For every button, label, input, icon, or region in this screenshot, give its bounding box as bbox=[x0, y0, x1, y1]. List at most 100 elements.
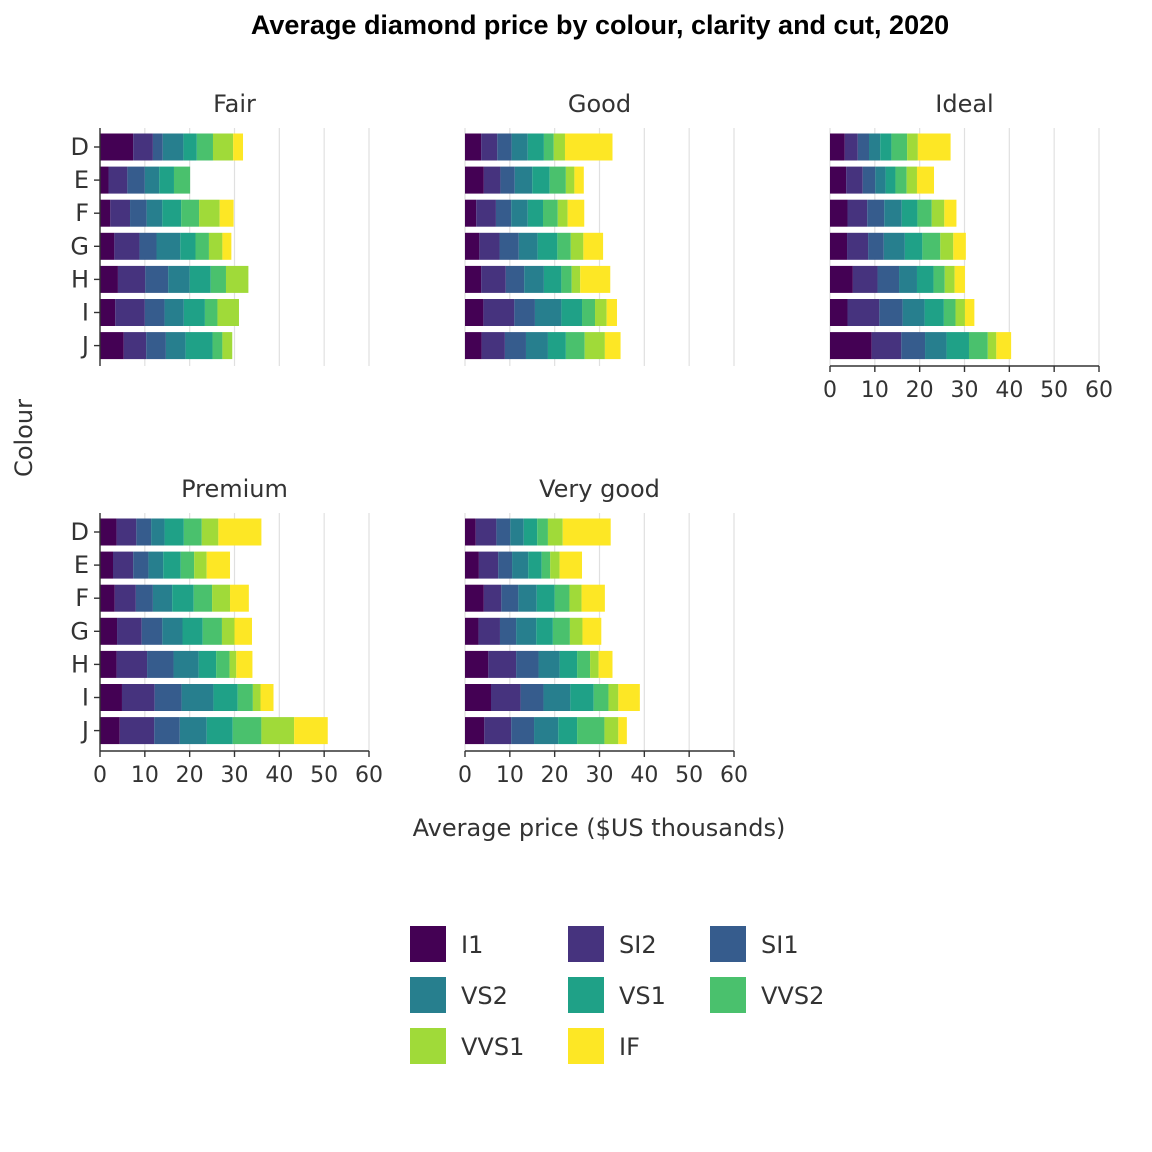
bar-segment-G-VS1 bbox=[182, 617, 203, 645]
bar-segment-I-SI1 bbox=[154, 684, 182, 711]
bar-segment-D-IF bbox=[233, 133, 244, 161]
bar-segment-D-VVS2 bbox=[183, 518, 202, 546]
bar-segment-I-I1 bbox=[465, 684, 492, 711]
bar-segment-D-SI2 bbox=[133, 133, 153, 161]
legend-item-si1: SI1 bbox=[710, 926, 799, 962]
facet-very-good: Very good 0 10 20 30 40 50 60 bbox=[458, 475, 748, 788]
bar-segment-H-VS1 bbox=[198, 650, 217, 678]
bar-segment-J-VVS1 bbox=[222, 332, 233, 360]
bar-segment-F-IF bbox=[944, 199, 957, 227]
y-axis-title: Colour bbox=[10, 399, 38, 477]
bar-segment-G-I1 bbox=[100, 232, 115, 260]
x-tick-label: 20 bbox=[906, 378, 934, 403]
bar-segment-I-VVS2 bbox=[943, 299, 956, 326]
bar-segment-E-VVS2 bbox=[541, 551, 551, 579]
legend-swatch bbox=[410, 926, 446, 962]
facet-strip-label: Premium bbox=[181, 475, 288, 503]
bar-segment-G-VVS2 bbox=[557, 232, 571, 260]
bar-segment-E-VVS1 bbox=[194, 551, 207, 579]
bar-segment-H-VS1 bbox=[559, 650, 578, 678]
bar-segment-J-VS1 bbox=[185, 332, 213, 360]
bar-segment-G-I1 bbox=[465, 617, 479, 645]
legend-item-vs1: VS1 bbox=[568, 977, 666, 1013]
x-tick-label: 30 bbox=[221, 763, 249, 788]
bar-segment-H-VVS1 bbox=[229, 650, 237, 678]
bar-segment-J-SI2 bbox=[871, 332, 902, 360]
chart-title: Average diamond price by colour, clarity… bbox=[251, 10, 949, 40]
bar-segment-D-I1 bbox=[465, 518, 476, 546]
bar-segment-G-I1 bbox=[465, 232, 480, 260]
bar-segment-F-I1 bbox=[465, 584, 484, 612]
x-tick-label: 50 bbox=[1040, 378, 1068, 403]
bar-segment-I-VVS2 bbox=[582, 299, 596, 326]
bar-segment-E-SI1 bbox=[127, 166, 145, 194]
bar-segment-J-SI1 bbox=[901, 332, 926, 360]
bar-segment-G-IF bbox=[583, 232, 604, 260]
bar-segment-I-VS2 bbox=[534, 299, 562, 326]
bar-segment-E-SI1 bbox=[862, 166, 876, 194]
bar-segment-I-VS1 bbox=[183, 299, 205, 326]
x-tick-label: 20 bbox=[541, 763, 569, 788]
bar-segment-J-VVS2 bbox=[565, 332, 585, 360]
bar-segment-H-IF bbox=[954, 265, 965, 293]
bar-segment-F-IF bbox=[230, 584, 249, 612]
bar-segment-G-VS2 bbox=[518, 232, 538, 260]
bar-segment-H-SI1 bbox=[516, 650, 539, 678]
bar-segment-D-VS1 bbox=[880, 133, 892, 161]
bar-segment-J-VS2 bbox=[525, 332, 548, 360]
bar-segment-I-VS2 bbox=[543, 684, 571, 711]
bar-segment-E-VS2 bbox=[512, 551, 529, 579]
bar-segment-I-IF bbox=[618, 684, 640, 711]
bar-segment-D-VVS2 bbox=[196, 133, 213, 161]
bar-segment-J-VVS2 bbox=[212, 332, 223, 360]
bar-segment-G-VVS2 bbox=[552, 617, 570, 645]
bar-segment-I-VVS1 bbox=[252, 684, 261, 711]
x-tick-label: 40 bbox=[995, 378, 1023, 403]
bar-segment-G-VS2 bbox=[883, 232, 905, 260]
bar-segment-J-VS1 bbox=[547, 332, 566, 360]
bar-segment-J-VS1 bbox=[946, 332, 969, 360]
bar-segment-G-VVS1 bbox=[569, 617, 583, 645]
legend-label: VS1 bbox=[619, 982, 666, 1010]
bar-segment-J-VVS2 bbox=[232, 717, 262, 745]
bar-segment-F-VVS1 bbox=[569, 584, 582, 612]
bar-segment-D-VVS2 bbox=[537, 518, 548, 546]
bar-segment-F-VS2 bbox=[511, 199, 528, 227]
bar-segment-G-VS1 bbox=[537, 232, 558, 260]
bar-segment-G-SI2 bbox=[114, 232, 140, 260]
bar-segment-H-I1 bbox=[465, 650, 489, 678]
bar-segment-H-VVS2 bbox=[561, 265, 572, 293]
bar-segment-D-VVS1 bbox=[201, 518, 219, 546]
facet-strip-label: Good bbox=[568, 90, 631, 118]
bar-segment-D-VS2 bbox=[511, 133, 528, 161]
bar-segment-I-VVS2 bbox=[237, 684, 253, 711]
bar-segment-F-VS2 bbox=[146, 199, 163, 227]
bar-segment-H-VVS1 bbox=[590, 650, 599, 678]
bar-segment-G-SI1 bbox=[141, 617, 163, 645]
bar-segment-I-I1 bbox=[100, 299, 116, 326]
bar-segment-D-VVS2 bbox=[891, 133, 908, 161]
bar-segment-J-VVS2 bbox=[968, 332, 988, 360]
bar-segment-G-SI1 bbox=[868, 232, 884, 260]
legend-label: I1 bbox=[461, 931, 483, 959]
bar-segment-F-VVS2 bbox=[917, 199, 932, 227]
bar-segment-I-VS2 bbox=[181, 684, 214, 711]
x-axis-title: Average price ($US thousands) bbox=[413, 814, 786, 842]
bar-segment-F-VVS1 bbox=[557, 199, 568, 227]
bar-segment-D-VVS2 bbox=[543, 133, 554, 161]
y-tick-label: F bbox=[75, 199, 89, 227]
bar-segment-E-VS2 bbox=[514, 166, 533, 194]
bar-segment-D-SI1 bbox=[136, 518, 152, 546]
bar-segment-F-VVS1 bbox=[199, 199, 220, 227]
bar-segment-D-VS1 bbox=[523, 518, 538, 546]
legend-swatch bbox=[568, 1028, 604, 1064]
y-tick-label: H bbox=[71, 650, 89, 678]
x-tick-label: 40 bbox=[265, 763, 293, 788]
bar-segment-F-VVS2 bbox=[543, 199, 558, 227]
bar-segment-D-IF bbox=[917, 133, 951, 161]
bar-segment-G-SI2 bbox=[117, 617, 142, 645]
bar-segment-E-IF bbox=[559, 551, 583, 579]
bar-segment-G-VVS1 bbox=[570, 232, 584, 260]
bar-segment-F-VVS1 bbox=[212, 584, 231, 612]
bar-segment-D-VS2 bbox=[151, 518, 165, 546]
